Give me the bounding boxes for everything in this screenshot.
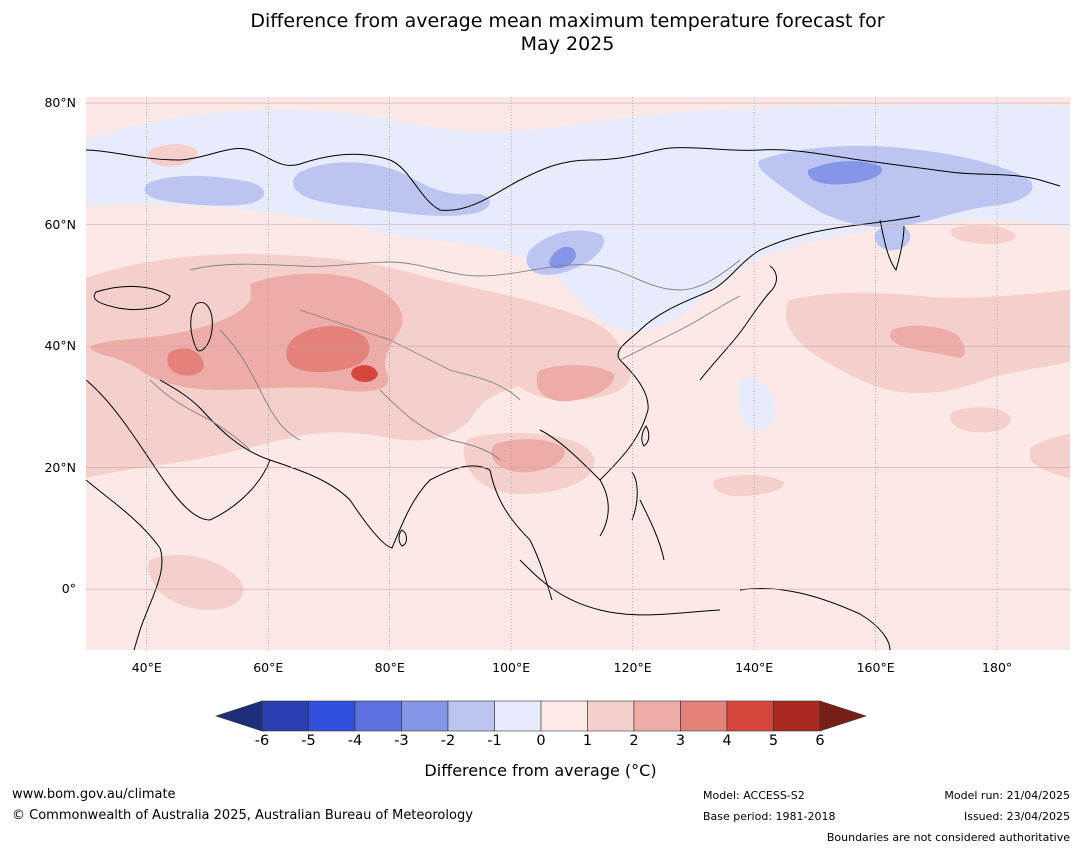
latitude-label: 0° [61, 581, 76, 597]
longitude-label: 160°E [856, 660, 895, 675]
colorbar-swatch [587, 700, 635, 732]
map-plot-area [86, 97, 1070, 650]
footer-model: Model: ACCESS-S2 [703, 789, 805, 802]
anomaly-minus3-eastsib [807, 161, 882, 185]
footer-issued: Issued: 23/04/2025 [963, 810, 1070, 823]
colorbar-tick-label: 5 [768, 733, 779, 749]
colorbar-swatch [261, 700, 309, 732]
anomaly-minus3-baikal [549, 246, 576, 269]
colorbar-swatch [354, 700, 402, 732]
longitude-label: 80°E [374, 660, 405, 675]
colorbar-swatch [401, 700, 449, 732]
colorbar-tick-label: 6 [815, 733, 825, 749]
longitude-label: 60°E [253, 660, 284, 675]
colorbar-tick-label: 2 [629, 733, 639, 749]
anomaly-plus3-iran [167, 348, 204, 376]
colorbar-title: Difference from average (°C) [424, 761, 657, 780]
colorbar-swatch [726, 700, 774, 732]
anomaly-plus1-eastpac [1030, 434, 1070, 478]
latitude-label: 80°N [44, 95, 76, 111]
map-title: Difference from average mean maximum tem… [0, 10, 1081, 56]
map-gridlines [86, 97, 1070, 650]
colorbar-tick-label: -4 [347, 733, 363, 749]
longitude-label: 100°E [492, 660, 531, 675]
anomaly-plus1-africa [147, 554, 244, 610]
anomaly-plus2-pacific [889, 325, 965, 358]
anomaly-plus1-wpac [950, 407, 1011, 433]
colorbar-swatch [494, 700, 542, 732]
anomaly-plus3-centralasia [286, 326, 370, 373]
anomaly-plus2-seasia [491, 439, 565, 473]
longitude-label: 140°E [735, 660, 774, 675]
colorbar-under-arrow [215, 700, 263, 732]
latitude-label: 40°N [44, 338, 76, 354]
anomaly-plus4-pakistan [351, 365, 378, 382]
anomaly-minus2-kamchatka [874, 223, 911, 251]
footer-copyright: © Commonwealth of Australia 2025, Austra… [12, 808, 473, 823]
footer-url: www.bom.gov.au/climate [12, 787, 176, 802]
anomaly-plus1-philsea [713, 474, 785, 496]
latitude-label: 60°N [44, 216, 76, 232]
country-borders [149, 259, 741, 461]
colorbar-swatch [447, 700, 495, 732]
colorbar-swatch [680, 700, 728, 732]
colorbar-tick-label: -3 [394, 733, 409, 749]
footer-model-run: Model run: 21/04/2025 [944, 789, 1070, 802]
colorbar-swatch [308, 700, 356, 732]
anomaly-plus1-kamchatka [950, 225, 1016, 244]
map-title-line2: May 2025 [520, 33, 615, 55]
anomaly-plus2-china [536, 365, 615, 402]
footer-boundaries: Boundaries are not considered authoritat… [826, 831, 1070, 844]
colorbar-tick-label: 0 [536, 733, 546, 749]
colorbar-swatch [540, 700, 588, 732]
anomaly-minus1-japan [738, 378, 776, 431]
colorbar [215, 700, 867, 732]
longitude-label: 120°E [613, 660, 652, 675]
longitude-label: 180° [982, 660, 1013, 675]
footer-base-period: Base period: 1981-2018 [703, 810, 836, 823]
longitude-label: 40°E [131, 660, 162, 675]
latitude-label: 20°N [44, 459, 76, 475]
colorbar-tick-label: -2 [440, 733, 456, 749]
colorbar-swatch [773, 700, 821, 732]
colorbar-swatch [633, 700, 681, 732]
colorbar-tick-label: -5 [301, 733, 316, 749]
colorbar-tick-label: 3 [675, 733, 686, 749]
colorbar-tick-label: -1 [487, 733, 502, 749]
coastlines [86, 147, 1061, 650]
anomaly-plus1-europe [147, 144, 198, 167]
colorbar-tick-label: 4 [722, 733, 732, 749]
colorbar-over-arrow [819, 700, 867, 732]
anomaly-minus2-urals [144, 175, 265, 206]
map-title-line1: Difference from average mean maximum tem… [250, 10, 885, 32]
colorbar-tick-label: -6 [254, 733, 270, 749]
anomaly-minus2-westsib [292, 162, 491, 216]
colorbar-tick-label: 1 [582, 733, 593, 749]
